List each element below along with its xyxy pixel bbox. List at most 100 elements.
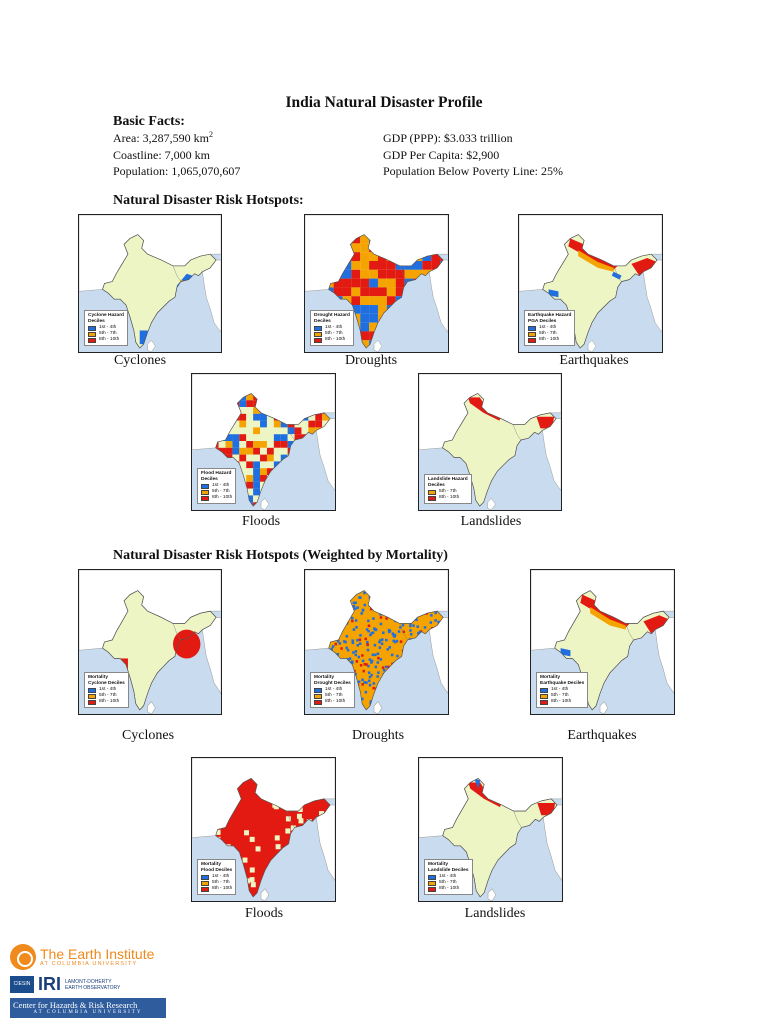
- caption-earthquakes-hazard: Earthquakes: [559, 353, 629, 368]
- caption-floods-hazard: Floods: [241, 514, 281, 529]
- legend-row: 5th - 7th: [428, 489, 468, 495]
- ldeo-line2: EARTH OBSERVATORY: [65, 984, 121, 991]
- legend-swatch: [528, 325, 536, 331]
- legend-label: 8th - 10th: [551, 699, 572, 704]
- india-map-graphic: [305, 215, 448, 352]
- caption-earthquakes-mortality: Earthquakes: [567, 728, 637, 743]
- section2-heading: Natural Disaster Risk Hotspots (Weighted…: [113, 548, 448, 563]
- logo-block: The Earth Institute AT COLUMBIA UNIVERSI…: [10, 944, 166, 1018]
- legend-label: 8th - 10th: [325, 337, 346, 342]
- legend-row: 1st - 4th: [314, 687, 351, 693]
- legend-swatch: [88, 687, 96, 693]
- india-map-graphic: [419, 374, 561, 510]
- legend-swatch: [201, 880, 209, 886]
- legend-row: 5th - 7th: [540, 693, 584, 699]
- legend-row: 8th - 10th: [201, 886, 232, 892]
- legend-label: 1st - 4th: [99, 325, 117, 330]
- legend-label: 1st - 4th: [325, 687, 343, 692]
- legend-label: 5th - 7th: [325, 693, 343, 698]
- page-title: India Natural Disaster Profile: [285, 94, 483, 111]
- caption-landslides-hazard: Landslides: [460, 514, 522, 529]
- legend-label: 1st - 4th: [212, 483, 230, 488]
- fact-gdp-per-capita: GDP Per Capita: $2,900: [383, 148, 500, 162]
- legend-label: 5th - 7th: [99, 331, 117, 336]
- caption-landslides-mortality: Landslides: [464, 906, 526, 921]
- legend-row: 1st - 4th: [428, 874, 469, 880]
- legend-swatch: [201, 483, 209, 489]
- legend-row: 8th - 10th: [428, 886, 469, 892]
- legend-label: 5th - 7th: [439, 880, 457, 885]
- legend-row: 8th - 10th: [540, 699, 584, 705]
- legend-swatch: [540, 693, 548, 699]
- caption-droughts-hazard: Droughts: [344, 353, 398, 368]
- legend-label: 5th - 7th: [551, 693, 569, 698]
- legend-earthquakes-hazard: Earthquake Hazard PGA Deciles 1st - 4th 5th…: [524, 310, 576, 346]
- map-earthquakes-mortality: Mortality Earthquake Deciles 1st - 4th 5th …: [530, 569, 675, 715]
- legend-row: 1st - 4th: [314, 325, 350, 331]
- legend-row: 8th - 10th: [528, 337, 571, 343]
- legend-label: 8th - 10th: [325, 699, 346, 704]
- legend-row: 1st - 4th: [88, 325, 124, 331]
- legend-row: 8th - 10th: [88, 699, 125, 705]
- map-cyclones-mortality: Mortality Cyclone Deciles 1st - 4th 5th - 7…: [78, 569, 222, 715]
- legend-row: 1st - 4th: [528, 325, 571, 331]
- legend-swatch: [314, 687, 322, 693]
- legend-swatch: [428, 874, 436, 880]
- partner-logos: CIESIN IRI LAMONT-DOHERTY EARTH OBSERVAT…: [10, 974, 166, 994]
- legend-cyclones-hazard: Cyclone Hazard Deciles 1st - 4th 5th - 7th 8…: [84, 310, 128, 346]
- caption-cyclones-hazard: Cyclones: [113, 353, 167, 368]
- legend-row: 8th - 10th: [201, 495, 232, 501]
- legend-row: 5th - 7th: [314, 693, 351, 699]
- map-earthquakes-hazard: Earthquake Hazard PGA Deciles 1st - 4th 5th…: [518, 214, 663, 353]
- legend-floods-hazard: Flood Hazard Deciles 1st - 4th 5th - 7th 8th…: [197, 468, 237, 504]
- legend-row: 5th - 7th: [314, 331, 350, 337]
- india-map-graphic: [305, 570, 448, 714]
- legend-row: 1st - 4th: [88, 687, 125, 693]
- legend-earthquakes-mortality: Mortality Earthquake Deciles 1st - 4th 5th …: [536, 672, 589, 708]
- legend-swatch: [314, 693, 322, 699]
- map-landslides-mortality: Mortality Landslide Deciles 1st - 4th 5th -…: [418, 757, 563, 902]
- earth-institute-sub: AT COLUMBIA UNIVERSITY: [40, 960, 138, 967]
- earth-institute-name: The Earth Institute: [40, 945, 155, 962]
- fact-coastline: Coastline: 7,000 km: [113, 148, 210, 162]
- legend-row: 8th - 10th: [428, 495, 468, 501]
- fact-area-label: Area: 3,287,590 km: [113, 131, 209, 145]
- caption-droughts-mortality: Droughts: [351, 728, 405, 743]
- legend-label: 1st - 4th: [551, 687, 569, 692]
- legend-row: 1st - 4th: [201, 483, 232, 489]
- legend-row: 5th - 7th: [201, 880, 232, 886]
- legend-row: 8th - 10th: [88, 337, 124, 343]
- caption-cyclones-mortality: Cyclones: [121, 728, 175, 743]
- fact-population: Population: 1,065,070,607: [113, 164, 241, 178]
- legend-swatch: [428, 886, 436, 892]
- fact-area: Area: 3,287,590 km2: [113, 130, 213, 146]
- legend-label: 5th - 7th: [99, 693, 117, 698]
- legend-label: 8th - 10th: [212, 495, 233, 500]
- legend-row: 5th - 7th: [88, 693, 125, 699]
- legend-swatch: [540, 699, 548, 705]
- legend-landslides-hazard: Landslide Hazard Deciles 5th - 7th 8th - 10…: [424, 474, 472, 504]
- legend-swatch: [540, 687, 548, 693]
- legend-label: 1st - 4th: [212, 874, 230, 879]
- legend-swatch: [314, 325, 322, 331]
- legend-swatch: [201, 886, 209, 892]
- legend-cyclones-mortality: Mortality Cyclone Deciles 1st - 4th 5th - 7…: [84, 672, 129, 708]
- legend-droughts-hazard: Drought Hazard Deciles 1st - 4th 5th - 7th 8…: [310, 310, 354, 346]
- legend-row: 1st - 4th: [201, 874, 232, 880]
- chrr-name: Center for Hazards & Risk Research: [13, 1000, 138, 1010]
- map-floods-mortality: Mortality Flood Deciles 1st - 4th 5th - 7th…: [191, 757, 336, 902]
- legend-row: 8th - 10th: [314, 337, 350, 343]
- legend-label: 8th - 10th: [439, 495, 460, 500]
- map-floods-hazard: Flood Hazard Deciles 1st - 4th 5th - 7th 8th…: [191, 373, 336, 511]
- fact-area-sup: 2: [208, 130, 213, 139]
- legend-landslides-mortality: Mortality Landslide Deciles 1st - 4th 5th -…: [424, 859, 473, 895]
- legend-swatch: [88, 325, 96, 331]
- legend-swatch: [314, 337, 322, 343]
- legend-row: 5th - 7th: [528, 331, 571, 337]
- map-droughts-hazard: Drought Hazard Deciles 1st - 4th 5th - 7th 8…: [304, 214, 449, 353]
- legend-floods-mortality: Mortality Flood Deciles 1st - 4th 5th - 7th…: [197, 859, 237, 895]
- legend-label: 1st - 4th: [539, 325, 557, 330]
- iri-logo: IRI: [38, 974, 62, 994]
- ldeo-line1: LAMONT-DOHERTY: [65, 978, 112, 985]
- legend-label: 5th - 7th: [212, 489, 230, 494]
